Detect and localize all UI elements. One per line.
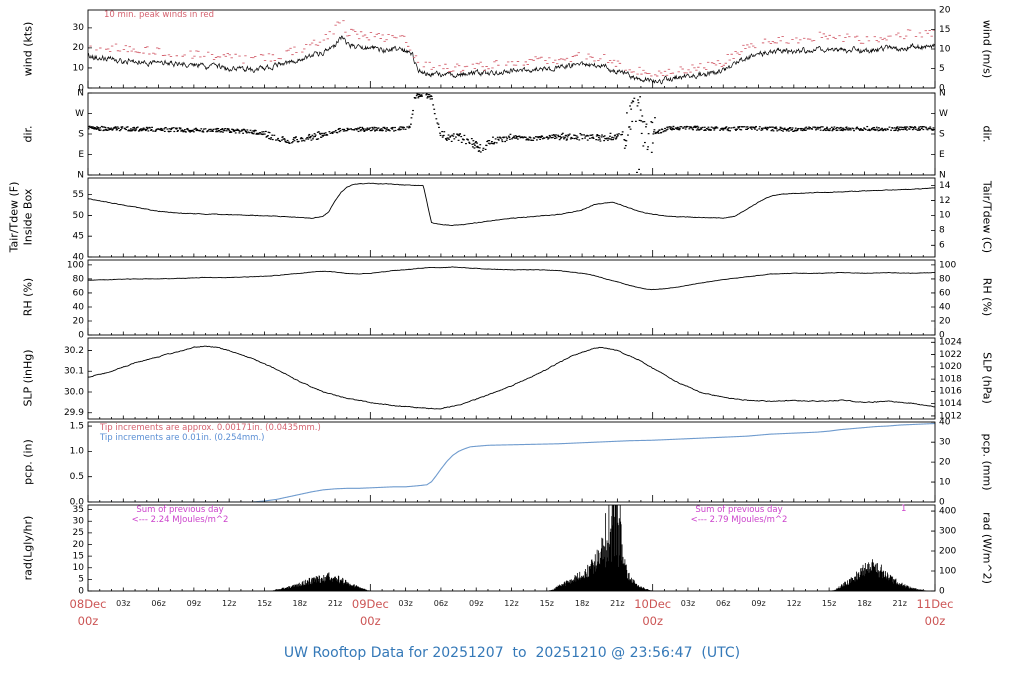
y-axis-title-tair-left-line1: Tair/Tdew (F) bbox=[7, 181, 21, 253]
x-axis-day-label-hour: 00z bbox=[924, 614, 946, 629]
y-axis-title-wind-left: wind (kts) bbox=[21, 21, 35, 77]
y-axis-title-dir-left: dir. bbox=[21, 125, 35, 143]
x-axis-day-label: 11Dec 00z bbox=[917, 596, 954, 631]
y-axis-title-pcp-left: pcp. (in) bbox=[21, 439, 35, 485]
y-axis-title-slp-left: SLP (inHg) bbox=[21, 349, 35, 407]
y-axis-title-dir-right: dir. bbox=[980, 125, 994, 143]
x-axis-day-label: 09Dec 00z bbox=[352, 596, 389, 631]
x-axis-day-label-date: 10Dec bbox=[634, 597, 672, 611]
y-axis-title-pcp-right: pcp. (mm) bbox=[980, 433, 994, 491]
peak-wind-note: 10 min. peak winds in red bbox=[104, 10, 215, 20]
x-axis-day-label-date: 09Dec bbox=[351, 597, 389, 611]
rad-sum-1-value: <--- 2.24 MJoules/m^2 bbox=[131, 515, 229, 526]
rad-sum-1-title: Sum of previous day bbox=[136, 505, 224, 515]
y-axis-title-slp-right: SLP (hPa) bbox=[980, 352, 994, 404]
x-axis-day-label-hour: 00z bbox=[359, 614, 381, 629]
x-axis-day-label-hour: 00z bbox=[77, 614, 99, 629]
rad-mark: 1 bbox=[901, 504, 907, 514]
chart-title: UW Rooftop Data for 20251207 to 20251210… bbox=[283, 645, 741, 661]
pcp-tip-note-red: Tip increments are approx. 0.00171in. (0… bbox=[100, 423, 321, 433]
y-axis-title-rh-left: RH (%) bbox=[21, 277, 35, 317]
x-axis-day-label: 08Dec 00z bbox=[70, 596, 107, 631]
y-axis-title-tair-left-line2: Inside Box bbox=[21, 188, 35, 246]
y-axis-title-rad-right: rad (W/m^2) bbox=[980, 512, 994, 584]
y-axis-title-rh-right: RH (%) bbox=[980, 277, 994, 317]
rad-sum-previous-day-2: Sum of previous day <--- 2.79 MJoules/m^… bbox=[683, 505, 795, 525]
y-axis-title-wind-right: wind (m/s) bbox=[980, 19, 994, 79]
rad-sum-2-value: <--- 2.79 MJoules/m^2 bbox=[690, 515, 788, 526]
pcp-tip-note-blue: Tip increments are 0.01in. (0.254mm.) bbox=[100, 433, 265, 443]
y-axis-title-rad-left: rad(Lgly/hr) bbox=[21, 515, 35, 581]
rad-sum-previous-day-1: Sum of previous day <--- 2.24 MJoules/m^… bbox=[124, 505, 236, 525]
x-axis-day-label-hour: 00z bbox=[642, 614, 663, 629]
rad-sum-2-title: Sum of previous day bbox=[695, 505, 783, 515]
x-axis-day-label: 10Dec 00z bbox=[634, 596, 671, 631]
x-axis-day-label-date: 11Dec bbox=[916, 597, 954, 611]
x-axis-day-label-date: 08Dec bbox=[69, 597, 107, 611]
y-axis-title-tair-right: Tair/Tdew (C) bbox=[980, 180, 994, 254]
